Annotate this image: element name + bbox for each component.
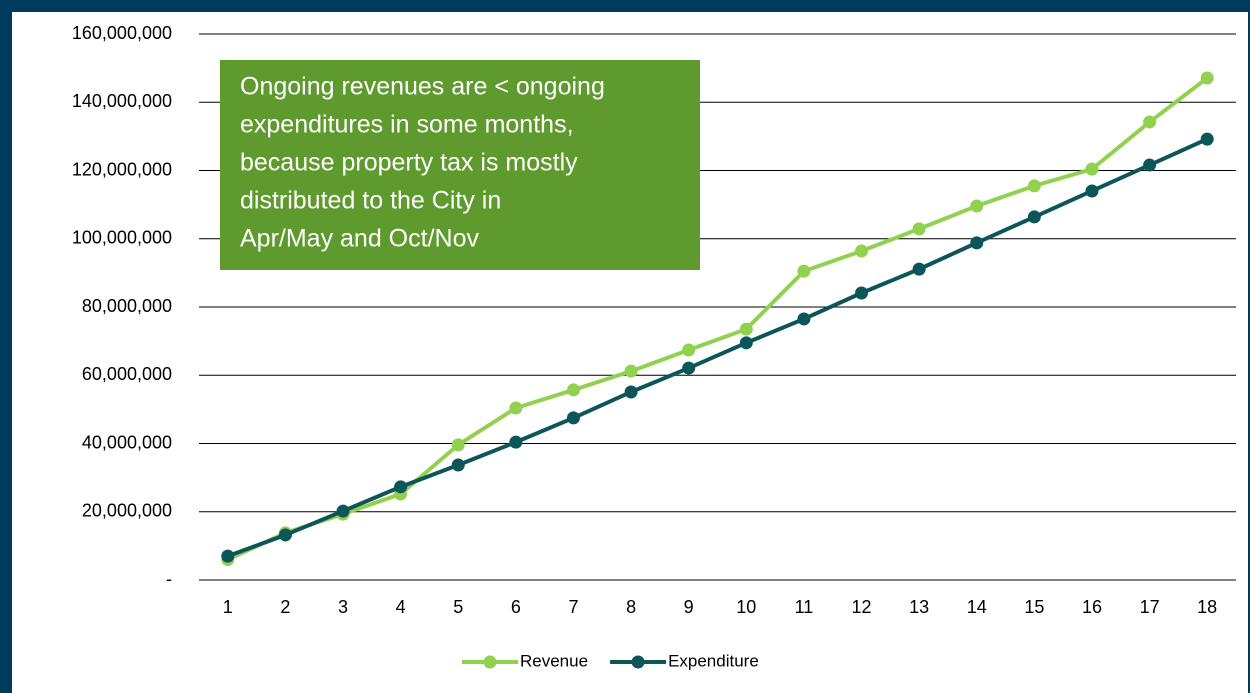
legend-marker [483, 655, 497, 669]
point [1027, 210, 1041, 224]
point [451, 438, 465, 452]
point [624, 385, 638, 399]
annotation-text: Ongoing revenues are < ongoing [240, 73, 605, 101]
annotation-text: distributed to the City in [240, 187, 501, 215]
y-tick-label: 160,000,000 [72, 23, 172, 43]
annotation-text: because property tax is mostly [240, 149, 578, 177]
point [912, 222, 926, 236]
point [1027, 179, 1041, 193]
point [221, 549, 235, 563]
point [278, 528, 292, 542]
point [1200, 71, 1214, 85]
point [1085, 162, 1099, 176]
y-tick-label: 120,000,000 [72, 159, 172, 179]
point [682, 343, 696, 357]
x-tick-label: 17 [1140, 597, 1160, 617]
x-tick-label: 6 [511, 597, 521, 617]
x-tick-label: 14 [967, 597, 987, 617]
series-line [226, 76, 1209, 562]
annotation-text: expenditures in some months, [240, 111, 574, 139]
point [682, 361, 696, 375]
point [624, 364, 638, 378]
y-tick-label: 20,000,000 [82, 501, 172, 521]
y-tick-label: 40,000,000 [82, 432, 172, 452]
y-tick-label: 100,000,000 [72, 228, 172, 248]
point [336, 504, 350, 518]
point [739, 322, 753, 336]
point [566, 383, 580, 397]
point [912, 262, 926, 276]
x-tick-label: 12 [852, 597, 872, 617]
legend-marker [631, 655, 645, 669]
x-tick-label: 2 [280, 597, 290, 617]
x-tick-label: 10 [736, 597, 756, 617]
x-tick-label: 16 [1082, 597, 1102, 617]
point [509, 401, 523, 415]
x-tick-label: 4 [396, 597, 406, 617]
x-tick-label: 11 [795, 597, 814, 617]
x-tick-label: 8 [626, 597, 636, 617]
point [797, 312, 811, 326]
point [855, 244, 869, 258]
x-tick-label: 1 [223, 597, 233, 617]
series-line [227, 137, 1209, 558]
point [855, 286, 869, 300]
y-tick-label: 80,000,000 [82, 296, 172, 316]
x-tick-label: 3 [338, 597, 348, 617]
point [970, 199, 984, 213]
y-tick-label: 60,000,000 [82, 364, 172, 384]
point [1143, 115, 1157, 129]
x-tick-label: 15 [1024, 597, 1044, 617]
point [1200, 132, 1214, 146]
point [566, 411, 580, 425]
point [970, 236, 984, 250]
point [394, 480, 408, 494]
x-tick-label: 18 [1197, 597, 1217, 617]
x-tick-label: 7 [568, 597, 578, 617]
y-tick-label: - [166, 569, 172, 589]
x-tick-label: 13 [909, 597, 929, 617]
point [451, 458, 465, 472]
point [1085, 184, 1099, 198]
x-tick-label: 9 [684, 597, 694, 617]
legend-label: Revenue [520, 651, 588, 670]
point [739, 336, 753, 350]
y-tick-label: 140,000,000 [72, 91, 172, 111]
point [509, 435, 523, 449]
annotation-box [220, 60, 700, 270]
point [1143, 158, 1157, 172]
annotation-text: Apr/May and Oct/Nov [240, 225, 479, 253]
legend-label: Expenditure [668, 651, 759, 670]
x-tick-label: 5 [453, 597, 463, 617]
point [797, 264, 811, 278]
